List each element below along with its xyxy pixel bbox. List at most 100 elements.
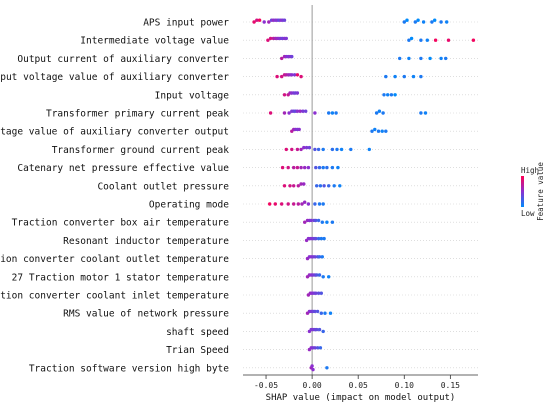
shap-point — [423, 111, 428, 115]
shap-point — [320, 255, 324, 259]
shap-point — [425, 38, 429, 42]
shap-point — [384, 74, 388, 79]
shap-point — [317, 255, 322, 259]
shap-point — [319, 291, 323, 295]
shap-point — [288, 184, 292, 188]
shap-point — [393, 93, 397, 97]
shap-point — [313, 346, 317, 350]
shap-point — [322, 236, 326, 241]
x-tick-label: -0.05 — [254, 381, 278, 390]
shap-point — [330, 220, 335, 224]
shap-point — [317, 165, 322, 170]
shap-point — [330, 165, 335, 170]
shap-point — [273, 202, 277, 206]
feature-label: Traction software version high byte — [29, 363, 229, 374]
x-tick-label: 0.15 — [441, 381, 460, 390]
shap-point — [304, 109, 308, 113]
shap-point — [316, 291, 321, 295]
shap-point — [322, 184, 326, 188]
shap-point — [321, 329, 325, 334]
shap-point — [334, 111, 338, 115]
shap-point — [471, 38, 476, 42]
shap-point — [380, 129, 384, 133]
shap-point — [255, 18, 259, 22]
shap-point — [439, 20, 443, 24]
shap-point — [299, 74, 303, 79]
shap-point — [313, 111, 317, 115]
feature-label: Output current of auxiliary converter — [17, 54, 229, 65]
shap-point — [262, 20, 266, 24]
shap-point — [282, 93, 287, 97]
shap-point — [317, 273, 322, 277]
shap-point — [296, 184, 300, 188]
shap-point — [303, 200, 307, 204]
shap-point — [317, 327, 322, 332]
shap-point — [295, 91, 300, 95]
shap-point — [292, 184, 296, 188]
x-axis-label: SHAP value (impact on model output) — [266, 393, 456, 403]
shap-point — [384, 129, 388, 133]
shap-point — [332, 184, 336, 188]
shap-point — [309, 218, 313, 223]
shap-point — [303, 220, 307, 224]
shap-point — [325, 366, 329, 370]
shap-point — [330, 147, 335, 152]
shap-point — [321, 165, 325, 170]
shap-point — [330, 111, 335, 115]
shap-point — [282, 184, 287, 188]
shap-point — [280, 202, 284, 206]
shap-point — [323, 311, 327, 315]
shap-point — [321, 275, 325, 279]
shap-point — [292, 202, 296, 206]
shap-point — [297, 127, 301, 132]
shap-point — [282, 111, 287, 115]
shap-point — [306, 202, 311, 206]
shap-point — [386, 93, 390, 97]
shap-point — [282, 18, 287, 22]
shap-point — [402, 74, 406, 79]
shap-point — [376, 129, 381, 133]
shap-point — [314, 218, 318, 223]
shap-point — [284, 147, 288, 152]
shap-point — [299, 182, 303, 186]
colorbar: High Low Feature value — [521, 162, 545, 221]
shap-point — [381, 111, 385, 115]
shap-point — [393, 74, 397, 79]
shap-point — [327, 184, 331, 188]
shap-point — [325, 220, 329, 224]
shap-point — [325, 165, 329, 170]
shap-point — [313, 202, 317, 206]
feature-label: 27 Traction motor 1 stator temperature — [12, 272, 230, 283]
shap-point — [303, 165, 307, 170]
colorbar-title: Feature value — [536, 162, 545, 221]
shap-point — [336, 165, 340, 170]
shap-point — [267, 20, 271, 24]
shap-point — [419, 38, 423, 42]
shap-point — [252, 20, 256, 24]
x-axis-ticks: -0.05 0.00 0.05 0.10 0.15 — [254, 375, 460, 390]
shap-point — [320, 220, 324, 224]
shap-point — [301, 109, 305, 113]
shap-point — [292, 73, 297, 77]
shap-point — [311, 367, 315, 372]
feature-labels: APS input power Intermediate voltage valu… — [0, 18, 229, 375]
shap-point — [275, 74, 279, 79]
shap-point — [295, 73, 300, 77]
feature-label: Coolant outlet pressure — [97, 181, 229, 192]
feature-label: Input voltage — [155, 90, 230, 101]
feature-label: APS input power — [143, 18, 229, 29]
shap-point — [445, 20, 449, 24]
shap-point — [307, 145, 312, 150]
shap-point — [419, 56, 423, 61]
shap-point — [302, 182, 306, 186]
shap-point — [389, 93, 394, 97]
shap-point — [444, 56, 448, 61]
shap-point — [268, 202, 272, 206]
shap-point — [430, 20, 434, 24]
shap-point — [295, 165, 300, 170]
feature-label: 3AC voltage value of auxiliary converter… — [0, 127, 229, 138]
shap-point — [439, 56, 443, 61]
shap-point — [315, 184, 319, 188]
colorbar-gradient — [521, 176, 524, 207]
